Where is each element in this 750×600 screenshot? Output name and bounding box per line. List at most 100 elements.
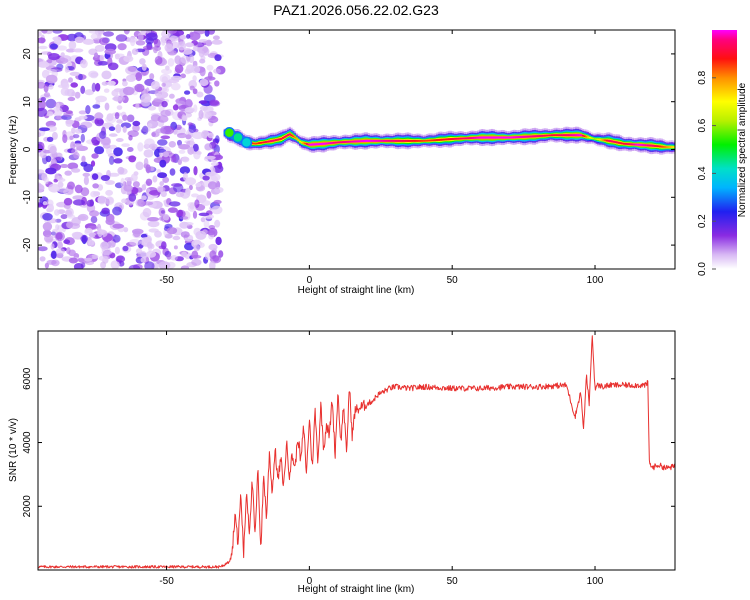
- ridge-cell: [424, 139, 427, 142]
- x-tick-label: 0: [307, 576, 313, 587]
- noise-blob: [81, 155, 86, 163]
- noise-blob: [50, 250, 57, 259]
- noise-blob: [121, 143, 130, 148]
- noise-blob: [66, 247, 71, 255]
- noise-blob: [40, 96, 46, 102]
- ridge-cell: [446, 138, 449, 141]
- ridge-cell: [425, 139, 429, 142]
- ridge-cell: [256, 142, 259, 145]
- ridge-cell: [509, 136, 512, 139]
- noise-blob: [137, 142, 144, 152]
- noise-blob: [103, 88, 110, 93]
- noise-blob: [145, 178, 153, 186]
- noise-blob: [63, 188, 74, 196]
- ridge-cell: [515, 136, 518, 139]
- ridge-cell: [477, 136, 480, 139]
- noise-blob: [203, 220, 210, 228]
- noise-blob: [135, 248, 143, 255]
- noise-blob: [84, 227, 93, 234]
- noise-blob: [145, 32, 158, 41]
- noise-blob: [206, 190, 212, 199]
- noise-blob: [85, 260, 95, 266]
- ridge-cell: [533, 135, 536, 138]
- snr-y-label: SNR (10 * v/v): [8, 418, 19, 482]
- noise-blob: [82, 172, 91, 177]
- ridge-cell: [299, 140, 302, 143]
- noise-blob: [66, 48, 75, 53]
- noise-blob: [43, 83, 49, 93]
- ridge-cell: [539, 135, 542, 137]
- y-tick-label: 6000: [22, 367, 33, 390]
- noise-blob: [135, 72, 143, 82]
- ridge-cell: [671, 146, 674, 149]
- noise-blob: [176, 132, 188, 139]
- noise-blob: [74, 91, 81, 99]
- ridge-blob: [223, 127, 236, 139]
- noise-blob: [56, 102, 60, 112]
- noise-blob: [113, 95, 125, 102]
- colorbar-gradient: [712, 30, 737, 269]
- noise-blob: [129, 238, 141, 246]
- ridge-cell: [396, 139, 399, 142]
- ridge-cell: [501, 136, 504, 139]
- noise-blob: [132, 124, 140, 132]
- ridge-cell: [372, 139, 375, 142]
- ridge-cell: [547, 134, 550, 137]
- snr-series-line: [38, 335, 675, 569]
- noise-blob: [171, 183, 183, 187]
- noise-blob: [185, 134, 192, 140]
- noise-blob: [69, 135, 74, 140]
- ridge-cell: [449, 138, 453, 141]
- ridge-cell: [266, 140, 269, 143]
- ridge-cell: [473, 136, 477, 139]
- ridge-cell: [508, 136, 511, 139]
- noise-blob: [140, 93, 152, 103]
- ridge-cell: [549, 134, 552, 137]
- amplitude-colorbar: 0.0 0.2 0.4 0.6 0.8 Normalized spectral ampl…: [697, 30, 748, 276]
- noise-blob: [46, 136, 54, 142]
- ridge-cell: [566, 134, 569, 137]
- ridge-cell: [641, 144, 644, 147]
- ridge-cell: [439, 138, 442, 141]
- noise-blob: [167, 207, 178, 213]
- noise-blob: [38, 107, 48, 117]
- noise-blob: [46, 259, 57, 265]
- ridge-cell: [278, 138, 281, 141]
- ridge-cell: [633, 143, 636, 146]
- noise-blob: [157, 172, 168, 179]
- noise-blob: [185, 187, 191, 195]
- noise-blob: [154, 56, 163, 65]
- noise-blob: [41, 30, 48, 34]
- noise-blob: [162, 86, 170, 93]
- noise-blob: [193, 244, 201, 252]
- noise-blob: [55, 224, 60, 231]
- ridge-cell: [664, 146, 667, 148]
- ridge-cell: [359, 140, 362, 143]
- noise-blob: [199, 105, 208, 111]
- noise-blob: [192, 46, 198, 52]
- noise-blob: [116, 105, 123, 110]
- ridge-cell: [619, 142, 622, 145]
- ridge-cell: [614, 141, 617, 144]
- ridge-cell: [407, 139, 410, 142]
- noise-blob: [131, 48, 139, 55]
- noise-blob: [38, 61, 50, 68]
- noise-blob: [38, 127, 51, 132]
- noise-blob: [161, 68, 172, 75]
- ridge-cell: [288, 133, 291, 136]
- ridge-cell: [275, 139, 278, 142]
- ridge-cell: [261, 141, 264, 144]
- ridge-cell: [472, 136, 475, 139]
- ridge-cell: [290, 134, 293, 137]
- ridge-cell: [456, 137, 459, 140]
- ridge-cell: [321, 142, 324, 145]
- noise-blob: [162, 214, 170, 221]
- noise-blob: [204, 76, 216, 81]
- ridge-cell: [624, 142, 627, 145]
- ridge-cell: [662, 145, 665, 148]
- noise-blob: [157, 115, 169, 123]
- ridge-cell: [542, 134, 545, 137]
- ridge-cell: [569, 134, 572, 137]
- noise-blob: [99, 130, 107, 139]
- noise-blob: [145, 188, 151, 197]
